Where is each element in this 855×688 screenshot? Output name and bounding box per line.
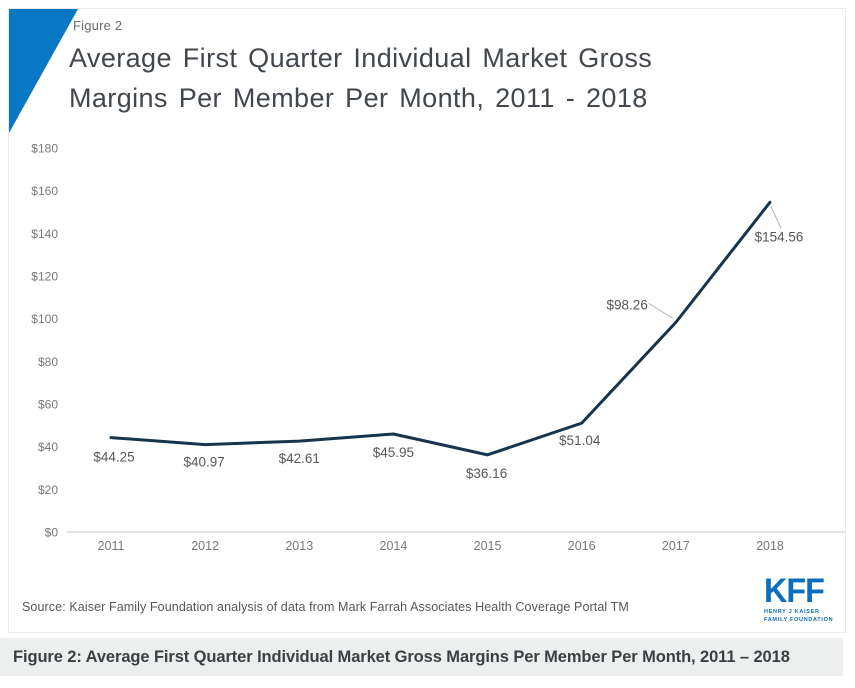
x-axis-tick-label: 2011 <box>98 539 125 553</box>
x-axis-tick-label: 2016 <box>568 539 596 553</box>
data-point-label: $42.61 <box>279 451 320 466</box>
series-line <box>109 200 772 457</box>
y-axis-tick-label: $20 <box>38 483 58 497</box>
kff-logo: KFF HENRY J KAISER FAMILY FOUNDATION <box>764 574 840 623</box>
x-axis-tick-label: 2017 <box>662 539 690 553</box>
y-axis-tick-label: $80 <box>38 355 58 369</box>
data-point-label: $98.26 <box>607 297 648 312</box>
x-axis-tick-label: 2018 <box>756 539 784 553</box>
data-point-label: $44.25 <box>93 450 134 465</box>
x-axis-tick-label: 2014 <box>380 539 408 553</box>
figure-label: Figure 2 <box>73 18 123 33</box>
y-axis-tick-label: $0 <box>45 526 59 540</box>
y-axis-tick-label: $160 <box>31 184 58 198</box>
data-point-label: $154.56 <box>755 229 804 244</box>
chart-title-line2: Margins Per Member Per Month, 2011 - 201… <box>69 83 648 113</box>
kff-logo-text: KFF <box>764 572 825 610</box>
data-point-label: $36.16 <box>466 466 507 481</box>
data-point-label: $45.95 <box>373 445 414 460</box>
chart-card: Figure 2 Average First Quarter Individua… <box>8 8 846 633</box>
y-axis-tick-label: $100 <box>31 312 58 326</box>
caption-text: Figure 2: Average First Quarter Individu… <box>13 647 790 666</box>
x-axis-tick-label: 2015 <box>474 539 502 553</box>
kff-logo-subtext-line2: FAMILY FOUNDATION <box>764 616 834 623</box>
chart-title: Average First Quarter Individual Market … <box>69 38 652 118</box>
data-point-label: $51.04 <box>559 433 601 448</box>
data-label-leader-line <box>648 302 674 319</box>
x-axis-tick-label: 2012 <box>191 539 219 553</box>
data-label-leader-line <box>770 206 782 229</box>
y-axis-tick-label: $60 <box>38 398 58 412</box>
kff-logo-subtext-line1: HENRY J KAISER <box>764 609 820 615</box>
source-text: Source: Kaiser Family Foundation analysi… <box>22 600 629 614</box>
y-axis-tick-label: $180 <box>31 142 58 156</box>
line-chart: $0 $20 $40 $60 $80 $100 $120 $140 $160 $180 2011 20… <box>31 142 845 553</box>
x-axis-tick-label: 2013 <box>285 539 313 553</box>
y-axis-tick-label: $120 <box>31 270 58 284</box>
y-axis-tick-label: $140 <box>31 227 58 241</box>
y-axis-tick-label: $40 <box>38 440 58 454</box>
data-point-label: $40.97 <box>183 455 224 470</box>
caption-bar: Figure 2: Average First Quarter Individu… <box>0 638 843 676</box>
chart-title-line1: Average First Quarter Individual Market … <box>69 43 653 73</box>
